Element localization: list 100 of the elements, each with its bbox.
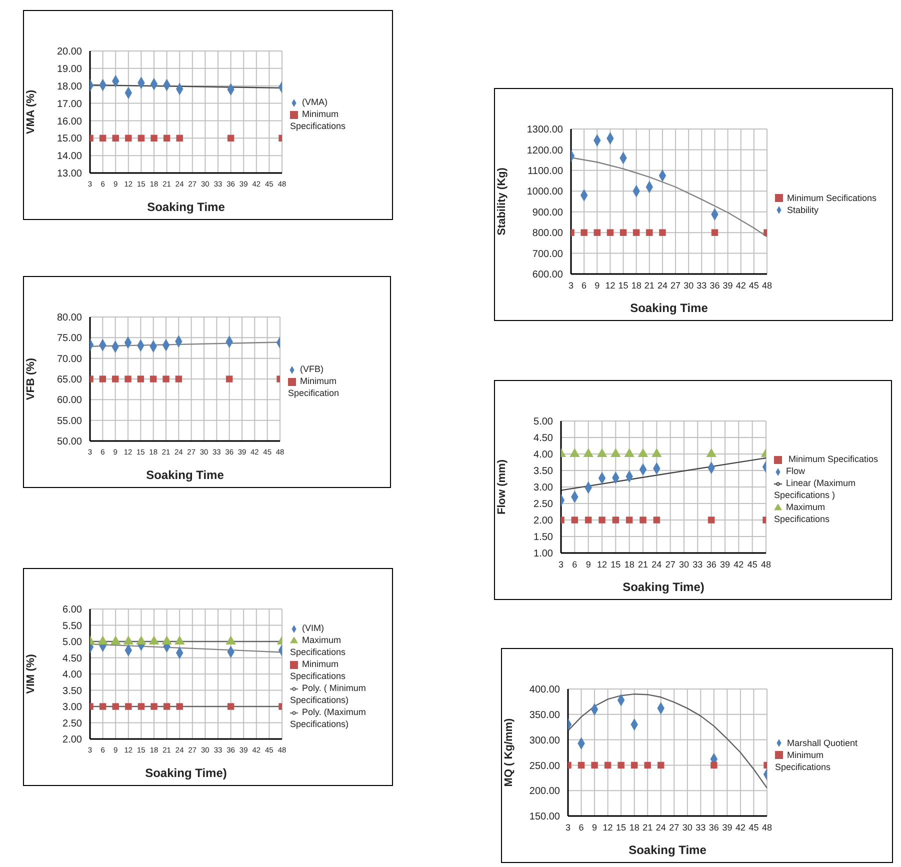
y-tick-label: 800.00 (532, 228, 564, 240)
point (163, 703, 170, 710)
x-tick-label: 6 (582, 280, 587, 290)
legend-label: Minimum Specifications (775, 750, 831, 772)
y-tick-label: 5.00 (534, 416, 554, 428)
x-axis-title: Soaking Time (146, 468, 224, 482)
point (137, 376, 144, 382)
y-tick-label: 19.00 (56, 64, 82, 75)
x-tick-label: 30 (684, 280, 694, 290)
x-tick-label: 21 (642, 822, 653, 832)
x-tick-label: 18 (624, 559, 634, 570)
y-tick-label: 4.00 (534, 450, 554, 461)
y-tick-label: 150.00 (529, 812, 560, 823)
x-tick-label: 39 (720, 559, 730, 570)
legend-label: Stability (787, 204, 819, 214)
y-tick-label: 350.00 (529, 710, 560, 721)
point (594, 229, 600, 236)
point (138, 134, 145, 142)
x-tick-label: 6 (572, 559, 578, 570)
x-tick-label: 3 (568, 280, 574, 290)
y-axis-title: Flow (mm) (496, 459, 508, 514)
y-tick-label: 18.00 (56, 81, 82, 92)
point (646, 229, 653, 236)
point (99, 703, 106, 710)
x-tick-label: 45 (748, 280, 759, 290)
point (98, 636, 108, 644)
y-tick-label: 400.00 (529, 684, 560, 696)
point (150, 703, 158, 710)
x-tick-label: 27 (669, 822, 680, 832)
point (125, 134, 132, 142)
point (110, 636, 121, 644)
y-tick-label: 1300.00 (526, 124, 564, 136)
x-tick-label: 12 (596, 559, 608, 570)
x-tick-label: 3 (558, 559, 564, 570)
y-tick-label: 2.00 (534, 516, 554, 527)
point (708, 516, 715, 524)
y-tick-label: 1100.00 (528, 166, 564, 177)
legend-label: (VMA) (302, 97, 328, 107)
point (653, 516, 660, 524)
x-axis-title: Soaking Time (630, 301, 708, 315)
x-tick-label: 3 (565, 822, 571, 832)
point (176, 134, 183, 142)
x-tick-label: 9 (586, 559, 591, 570)
y-tick-label: 4.00 (62, 670, 82, 681)
x-tick-label: 30 (678, 559, 690, 570)
point (112, 134, 119, 142)
x-tick-label: 15 (618, 280, 628, 290)
legend-label: Minimum Specifications (290, 659, 346, 681)
y-tick-label: 65.00 (56, 374, 82, 386)
point (606, 229, 614, 236)
point (710, 762, 718, 769)
x-tick-label: 12 (602, 822, 613, 832)
x-tick-label: 9 (594, 280, 600, 290)
y-axis-title: VMA (%) (24, 90, 37, 134)
x-tick-label: 9 (592, 822, 598, 832)
legend-label: Minimum Specifications (290, 109, 346, 131)
x-tick-label: 27 (665, 559, 676, 570)
point (591, 762, 598, 769)
x-tick-label: 15 (610, 559, 621, 570)
x-axis-title: Soaking Time) (145, 766, 227, 780)
x-tick-label: 42 (736, 280, 746, 290)
y-tick-label: 55.00 (56, 416, 82, 427)
point (162, 636, 172, 644)
y-tick-label: 16.00 (56, 116, 82, 128)
legend-label: Maximum Specifications (290, 635, 346, 657)
point (706, 448, 716, 457)
point (123, 636, 134, 644)
point (99, 376, 106, 382)
x-tick-label: 36 (708, 822, 719, 832)
x-tick-label: 30 (682, 822, 692, 832)
point (162, 376, 170, 382)
point (163, 134, 170, 142)
point (99, 134, 106, 142)
y-tick-label: 15.00 (56, 134, 82, 145)
point (632, 229, 640, 236)
x-tick-label: 33 (696, 822, 706, 832)
y-tick-label: 1.00 (534, 548, 554, 560)
x-tick-label: 24 (652, 559, 662, 570)
x-tick-label: 21 (644, 280, 654, 290)
point (226, 636, 236, 644)
legend-label: (VIM) (302, 623, 324, 633)
point (583, 448, 594, 457)
x-axis-title: Soaking Time (147, 200, 226, 214)
x-tick-label: 24 (656, 822, 666, 832)
y-tick-label: 70.00 (56, 354, 82, 365)
y-tick-label: 5.50 (62, 620, 82, 632)
point (227, 134, 234, 142)
y-tick-label: 2.50 (62, 718, 82, 730)
y-tick-label: 3.50 (62, 686, 82, 697)
point (174, 636, 185, 644)
x-tick-label: 18 (629, 822, 640, 832)
point (612, 516, 620, 524)
legend-label: Poly. ( Minimum Specifications) (290, 683, 366, 705)
legend-label: Minimum Secifications (787, 192, 877, 202)
y-tick-label: 4.50 (62, 653, 82, 664)
y-tick-label: 700.00 (532, 248, 564, 260)
y-tick-label: 75.00 (56, 333, 82, 344)
point (618, 762, 624, 769)
y-tick-label: 600.00 (532, 270, 564, 281)
x-tick-label: 24 (657, 280, 668, 290)
